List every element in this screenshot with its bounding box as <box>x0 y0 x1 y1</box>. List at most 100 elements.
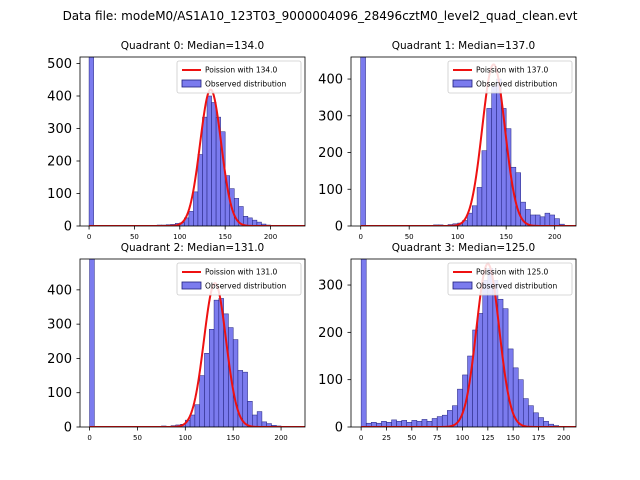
histogram-bar <box>194 404 200 427</box>
x-tick-label: 100 <box>456 434 469 442</box>
histogram-bar <box>188 211 194 226</box>
quadrant-panel-0: 0 50 100 150 200 0 100 200 300 400 500 Quadrant 0: … <box>47 40 306 241</box>
histogram-bar <box>471 205 478 226</box>
legend-curve-label: Poission with 137.0 <box>476 66 549 75</box>
x-tick-label: 100 <box>451 233 464 241</box>
x-tick-label: 0 <box>87 434 91 442</box>
histogram-bar <box>477 313 484 427</box>
legend: Poission with 125.0 Observed distribution <box>447 262 573 296</box>
y-tick-label: 0 <box>64 421 72 436</box>
axes-frame <box>350 258 577 428</box>
y-tick-label: 200 <box>318 146 343 161</box>
histogram-bar <box>88 57 94 226</box>
histogram-bar <box>554 218 560 226</box>
histogram-bar <box>391 419 397 427</box>
y-tick-label: 300 <box>318 279 343 294</box>
y-tick-label: 100 <box>318 183 343 198</box>
x-tick-label: 25 <box>382 434 391 442</box>
histogram-bar <box>486 108 492 226</box>
histogram-bar <box>206 95 212 226</box>
legend-hist-label: Observed distribution <box>476 282 557 291</box>
plot-area <box>88 57 305 226</box>
legend-frame <box>447 262 573 296</box>
y-tick-label: 400 <box>318 73 343 88</box>
histogram-bar <box>476 187 483 226</box>
x-tick-label: 0 <box>87 233 91 241</box>
x-tick-label: 125 <box>481 434 494 442</box>
quadrant-panel-3: 0 25 50 75 100 125 150 175 200 0 100 200 300 Quadrant… <box>318 242 577 442</box>
histogram-bar <box>491 86 497 226</box>
x-tick-label: 175 <box>532 434 545 442</box>
x-tick-label: 0 <box>358 233 362 241</box>
histogram-bar <box>517 379 524 427</box>
x-tick-label: 150 <box>227 434 240 442</box>
legend-hist-swatch <box>181 281 202 290</box>
y-tick-label: 0 <box>335 220 343 235</box>
x-tick-label: 0 <box>359 434 363 442</box>
histogram-bar <box>360 57 366 226</box>
legend-curve-label: Poission with 134.0 <box>205 66 278 75</box>
y-tick-label: 400 <box>47 283 72 298</box>
y-tick-label: 200 <box>47 155 72 170</box>
x-tick-label: 50 <box>130 233 139 241</box>
x-tick-label: 150 <box>218 233 231 241</box>
histogram-bar <box>533 412 539 427</box>
histogram-bar <box>496 78 502 226</box>
histogram-bar <box>441 414 448 427</box>
legend-hist-swatch <box>452 281 473 290</box>
histogram-bar <box>535 214 541 226</box>
histogram-bar <box>197 154 203 226</box>
panel-title: Quadrant 2: Median=131.0 <box>121 242 264 254</box>
y-tick-label: 200 <box>47 352 72 367</box>
histogram-bar <box>507 348 514 427</box>
histogram-bar <box>242 371 248 427</box>
legend-hist-label: Observed distribution <box>205 80 286 89</box>
legend-curve-label: Poission with 131.0 <box>205 268 278 277</box>
legend-frame <box>447 60 573 94</box>
legend: Poission with 131.0 Observed distribution <box>176 262 302 296</box>
axes-frame <box>79 56 306 227</box>
y-tick-label: 100 <box>318 373 343 388</box>
x-tick-label: 150 <box>499 233 512 241</box>
poisson-fit-curve <box>89 281 305 427</box>
histogram-bar <box>232 339 239 427</box>
histogram-bar <box>431 418 438 427</box>
x-tick-label: 50 <box>133 434 142 442</box>
histogram-bar <box>539 216 546 226</box>
histogram-bar <box>247 401 253 427</box>
x-tick-label: 150 <box>506 434 519 442</box>
x-tick-label: 100 <box>173 233 186 241</box>
y-tick-label: 100 <box>47 187 72 202</box>
histogram-bar <box>421 419 428 427</box>
legend: Poission with 134.0 Observed distribution <box>176 60 302 94</box>
panel-title: Quadrant 1: Median=137.0 <box>392 40 535 52</box>
histogram-bar <box>193 191 199 226</box>
y-tick-label: 100 <box>47 386 72 401</box>
histogram-bar <box>436 416 443 427</box>
y-tick-label: 300 <box>47 122 72 137</box>
x-tick-label: 50 <box>405 233 414 241</box>
histogram-bar <box>89 259 95 427</box>
x-tick-label: 75 <box>433 434 442 442</box>
histogram-bar <box>189 414 196 427</box>
legend-frame <box>176 60 302 94</box>
y-tick-label: 300 <box>47 318 72 333</box>
quadrant-panel-2: 0 50 100 150 200 0 100 200 300 400 Quadrant 2: Med… <box>47 242 306 442</box>
axes-frame <box>79 258 306 428</box>
poisson-fit-curve <box>89 88 305 226</box>
axes-frame <box>350 56 577 227</box>
legend-hist-swatch <box>452 79 473 88</box>
y-tick-label: 0 <box>64 220 72 235</box>
x-tick-label: 100 <box>179 434 192 442</box>
figure-suptitle: Data file: modeM0/AS1A10_123T03_90000040… <box>63 9 578 23</box>
legend-hist-label: Observed distribution <box>476 80 557 89</box>
histogram-bar <box>482 280 489 427</box>
histogram-bar <box>204 353 210 427</box>
histogram-bar <box>211 102 217 226</box>
legend-hist-swatch <box>181 79 202 88</box>
panel-title: Quadrant 3: Median=125.0 <box>392 242 535 254</box>
y-tick-label: 200 <box>318 326 343 341</box>
x-tick-label: 200 <box>557 434 570 442</box>
histogram-bar <box>447 410 453 427</box>
